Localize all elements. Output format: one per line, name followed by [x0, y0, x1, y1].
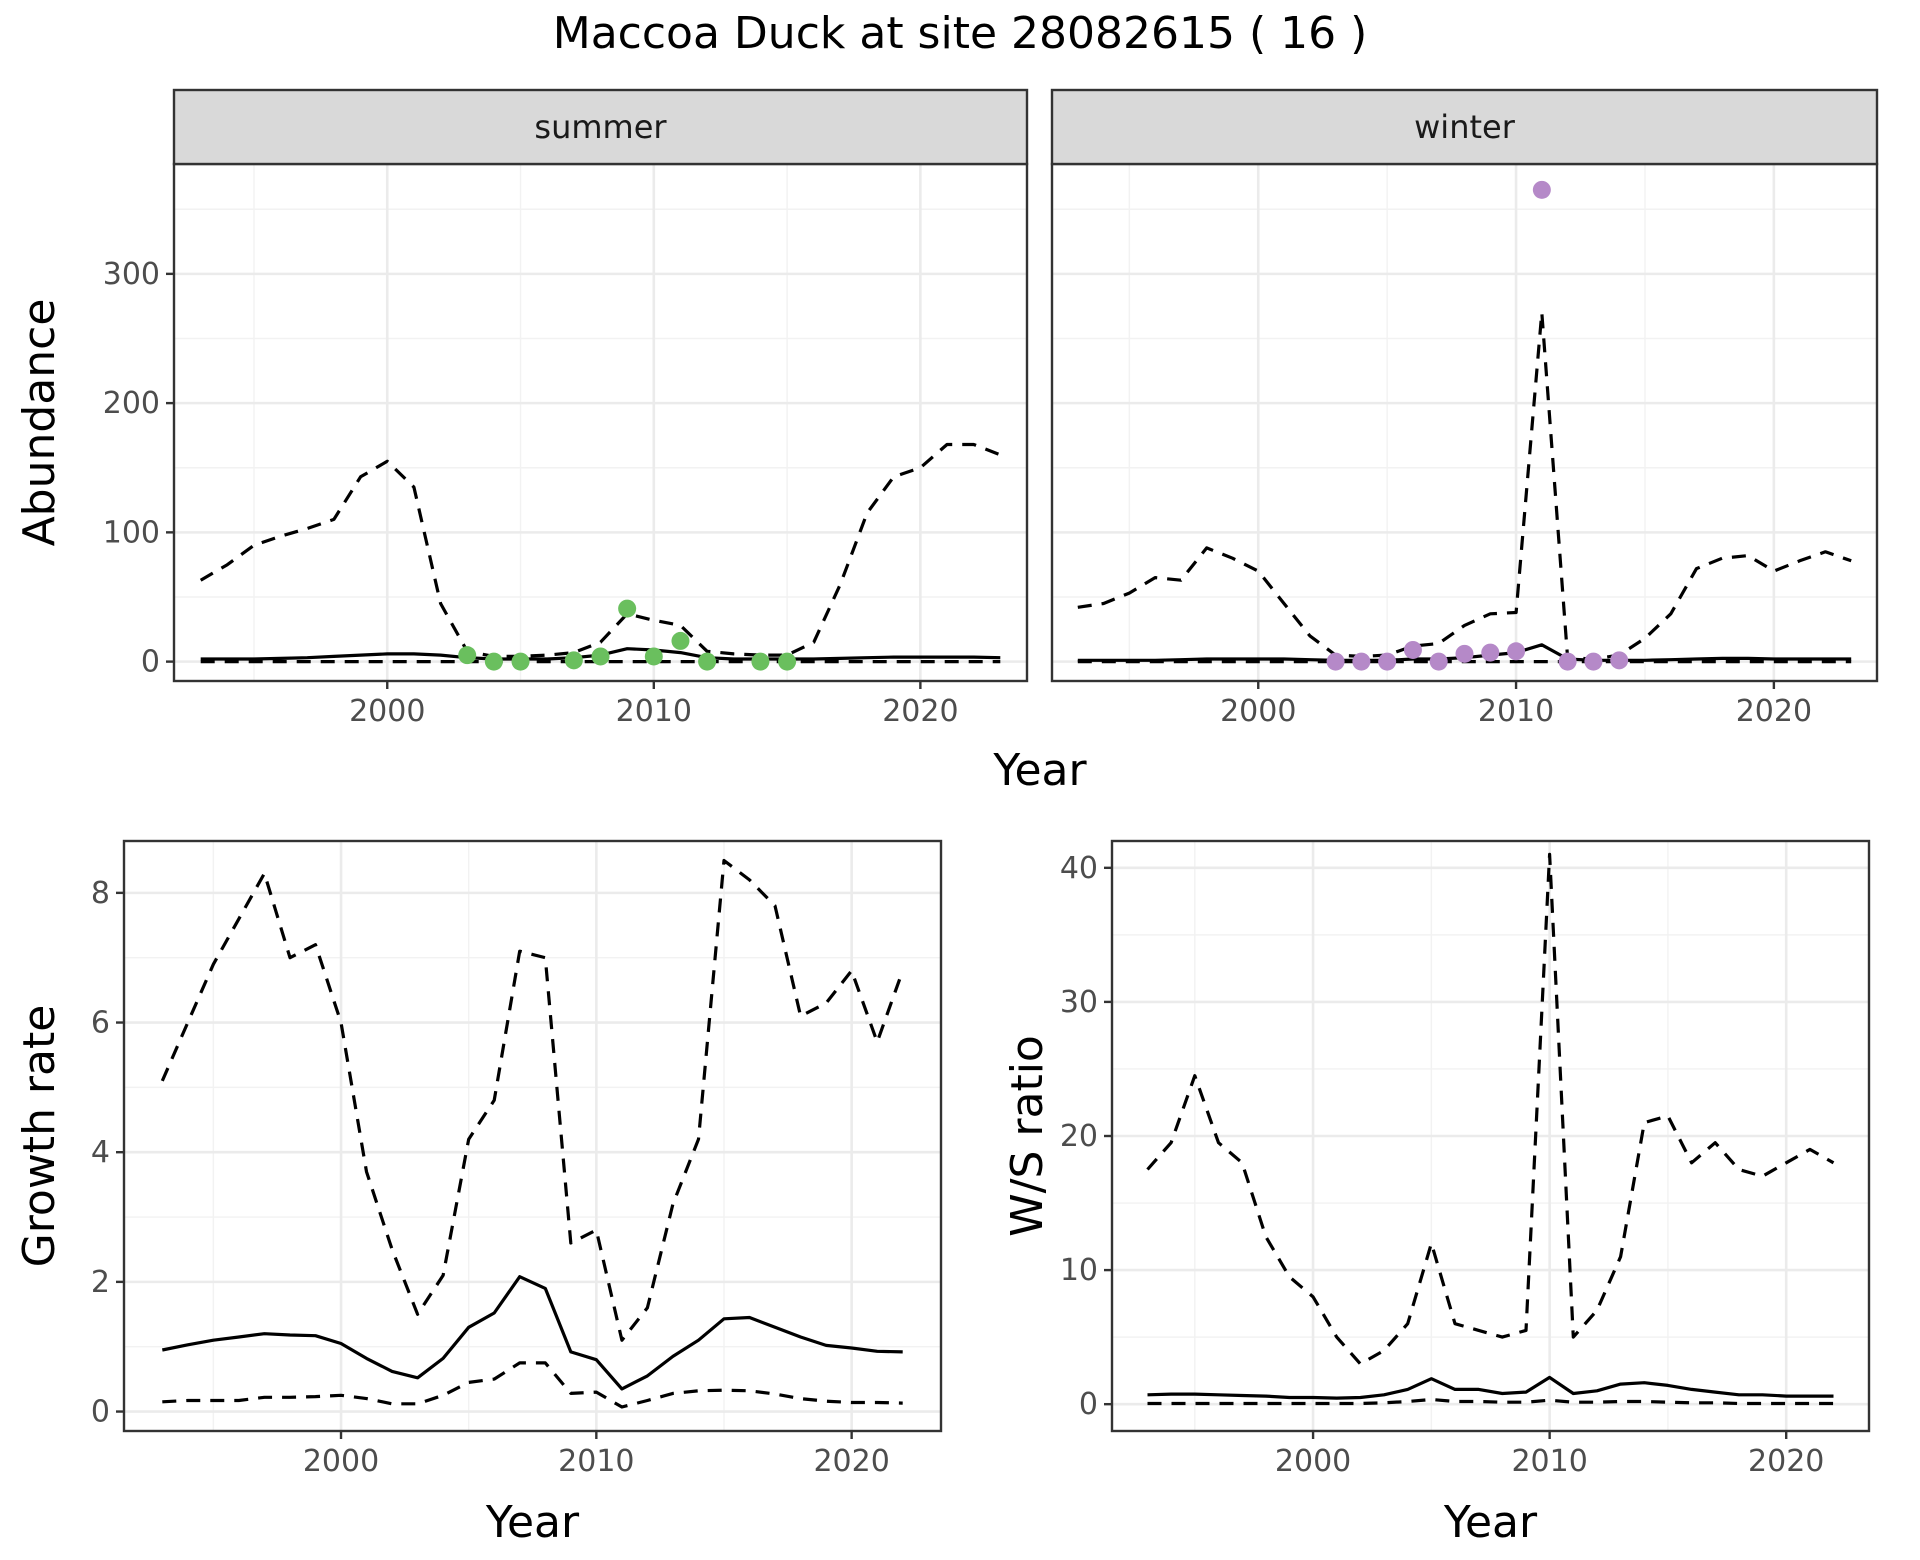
- data-point: [1455, 644, 1474, 663]
- figure-title: Maccoa Duck at site 28082615 ( 16 ): [553, 8, 1368, 59]
- x-tick-label: 2010: [1478, 694, 1554, 729]
- data-point: [1326, 652, 1345, 671]
- y-tick-label: 30: [1060, 985, 1098, 1020]
- panel-growth: 2000 2010 2020 0 2 4 6 8 Growth rate Year: [14, 839, 943, 1548]
- series-line-mean: [1147, 1375, 1834, 1400]
- series-line-upper: [1077, 311, 1852, 661]
- y-axis-title: Growth rate: [14, 1005, 65, 1268]
- data-point: [778, 652, 797, 671]
- data-point: [1507, 642, 1526, 661]
- data-point: [484, 652, 503, 671]
- data-point: [458, 646, 477, 665]
- panel-background: [1052, 164, 1877, 681]
- data-point: [751, 652, 770, 671]
- data-point: [1352, 652, 1371, 671]
- x-tick-label: 2020: [1748, 1444, 1824, 1479]
- y-axis-title: W/S ratio: [1002, 1035, 1053, 1237]
- facet-label: winter: [1414, 108, 1516, 146]
- panel-ratio: 2000 2010 2020 0 10 20 30 40 W/S ratio Year: [1002, 839, 1871, 1548]
- y-tick-label: 40: [1060, 851, 1098, 886]
- y-tick-label: 6: [91, 1006, 110, 1041]
- x-axis-title: Year: [485, 1497, 580, 1548]
- data-point: [618, 599, 637, 618]
- x-tick-label: 2000: [1220, 694, 1296, 729]
- data-point: [1558, 652, 1577, 671]
- x-tick-label: 2010: [616, 694, 692, 729]
- y-axis-title: Abundance: [14, 299, 65, 547]
- y-tick-label: 8: [91, 876, 110, 911]
- series-line-upper: [199, 442, 1001, 659]
- top-x-axis-title: Year: [992, 745, 1087, 796]
- data-point: [1429, 652, 1448, 671]
- facet-label: summer: [534, 108, 667, 146]
- data-point: [1532, 180, 1551, 199]
- x-tick-label: 2010: [1511, 1444, 1587, 1479]
- data-point: [1403, 640, 1422, 659]
- y-tick-label: 100: [103, 515, 160, 550]
- x-tick-label: 2020: [1736, 694, 1812, 729]
- y-tick-label: 0: [1079, 1387, 1098, 1422]
- data-point: [1584, 652, 1603, 671]
- facet-strip: [172, 88, 1029, 166]
- y-tick-label: 4: [91, 1135, 110, 1170]
- x-tick-label: 2000: [1275, 1444, 1351, 1479]
- y-tick-label: 300: [103, 257, 160, 292]
- series-line-upper: [1146, 852, 1835, 1366]
- y-tick-label: 0: [91, 1395, 110, 1430]
- y-tick-label: 20: [1060, 1119, 1098, 1154]
- series-line-lower: [1147, 1397, 1834, 1406]
- panel-background: [174, 164, 1027, 681]
- x-axis-title: Year: [1443, 1497, 1538, 1548]
- x-tick-label: 2000: [303, 1444, 379, 1479]
- x-tick-label: 2020: [882, 694, 958, 729]
- data-point: [1481, 643, 1500, 662]
- data-point: [1610, 651, 1629, 670]
- y-tick-label: 2: [91, 1265, 110, 1300]
- data-point: [644, 647, 663, 666]
- panel-winter: winter 2000 2010 2020: [1050, 88, 1879, 729]
- y-tick-label: 200: [103, 386, 160, 421]
- x-tick-label: 2000: [349, 694, 425, 729]
- series-line-lower: [162, 1361, 903, 1409]
- facet-strip: [1050, 88, 1879, 166]
- data-point: [1378, 652, 1397, 671]
- data-point: [511, 652, 530, 671]
- series-line-mean: [161, 1275, 903, 1391]
- data-point: [591, 647, 610, 666]
- y-tick-label: 0: [141, 645, 160, 680]
- x-tick-label: 2020: [813, 1444, 889, 1479]
- y-tick-label: 10: [1060, 1253, 1098, 1288]
- panel-border: [122, 839, 943, 1433]
- series-line-upper: [160, 858, 905, 1342]
- data-point: [564, 651, 583, 670]
- data-point: [671, 631, 690, 650]
- x-tick-label: 2010: [558, 1444, 634, 1479]
- panel-summer: summer 2000 2010 2020 0 100 200 300 Abundance: [14, 88, 1029, 729]
- data-point: [698, 652, 717, 671]
